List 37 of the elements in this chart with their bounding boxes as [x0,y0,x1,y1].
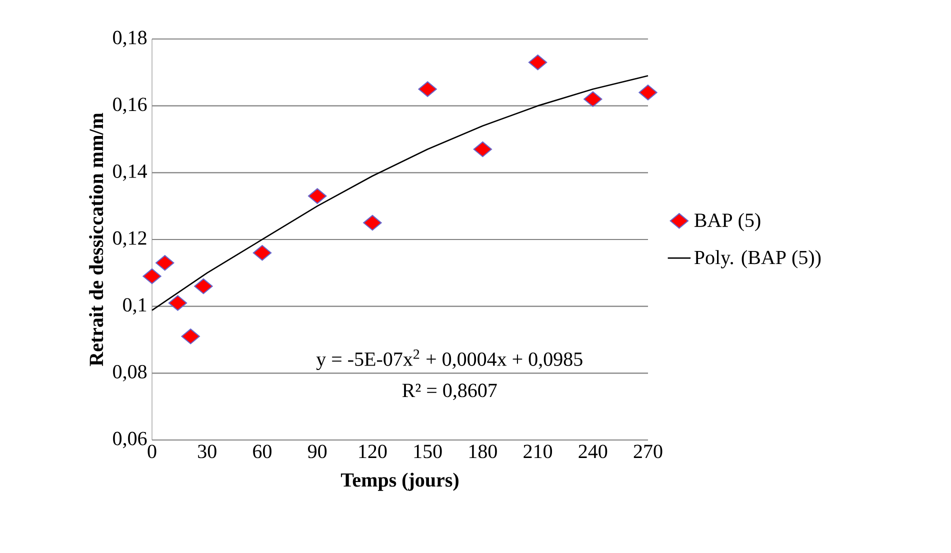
point [194,278,213,294]
point [363,214,382,231]
x-tick-label: 270 [634,444,662,458]
x-axis-title: Temps (jours) [340,472,458,491]
line-series [151,75,649,312]
y-tick-label: 0,1 [123,298,146,315]
y-tick-label: 0,08 [113,364,147,382]
x-tick-label: 90 [308,444,327,458]
point [308,188,327,204]
x-tick-label: 30 [198,444,216,458]
y-tick-label: 0,14 [113,164,147,181]
y-tick-label: 0,12 [113,231,146,248]
x-tick-label: 150 [414,444,442,458]
x-tick-label: 210 [524,444,552,458]
point [584,91,602,108]
y-tick-label: 0,16 [113,98,147,114]
point [156,255,174,271]
legend-label: Poly. (BAP (5)) [694,250,821,268]
legend-label: BAP (5) [694,212,760,232]
point [142,268,162,284]
point [418,81,437,97]
annotation: y = -5E-07x$^{2}$ + 0,0004x + 0,0985 [316,350,582,370]
point [528,54,548,70]
y-tick-label: 0,06 [113,432,147,448]
y-tick-label: 0,18 [113,30,147,48]
point [181,328,200,344]
x-tick-label: 120 [359,444,387,458]
point [638,84,658,100]
x-tick-label: 0 [148,444,156,458]
point [252,244,272,261]
annotation: R² = 0,8607 [402,384,497,400]
point [168,295,188,311]
x-tick-label: 60 [253,444,272,458]
x-tick-label: 240 [578,444,608,458]
y-axis-title: Retrait de dessiccation mm/m [89,112,104,366]
x-tick-label: 180 [469,444,497,458]
point [473,141,492,158]
